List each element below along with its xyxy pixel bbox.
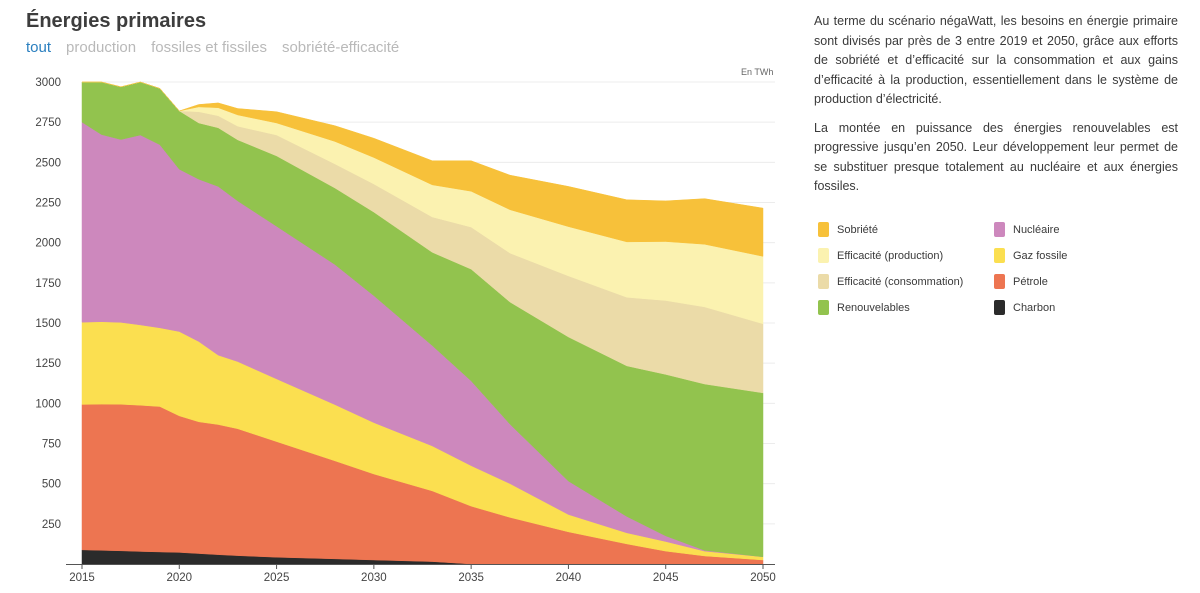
y-tick-label: 500	[42, 479, 61, 491]
x-tick-label: 2035	[458, 572, 484, 584]
tab-tout[interactable]: tout	[26, 39, 52, 56]
x-tick-label: 2050	[750, 572, 776, 584]
legend-swatch	[818, 300, 829, 315]
legend-item-gaz-fossile[interactable]: Gaz fossile	[994, 248, 1067, 263]
legend-label: Efficacité (consommation)	[837, 275, 964, 288]
legend-item-efficacite-production[interactable]: Efficacité (production)	[818, 248, 943, 263]
legend-swatch	[994, 274, 1005, 289]
legend-item-petrole[interactable]: Pétrole	[994, 274, 1048, 289]
x-tick-label: 2045	[653, 572, 679, 584]
y-tick-label: 1250	[35, 358, 61, 370]
x-tick-label: 2015	[69, 572, 95, 584]
y-tick-label: 2500	[35, 157, 61, 169]
y-tick-label: 1500	[35, 318, 61, 330]
y-tick-label: 750	[42, 439, 61, 451]
y-tick-label: 1000	[35, 398, 61, 410]
tab-production[interactable]: production	[66, 39, 137, 56]
x-tick-label: 2020	[166, 572, 192, 584]
description: Au terme du scénario négaWatt, les besoi…	[814, 12, 1178, 206]
y-tick-label: 250	[42, 519, 61, 531]
legend-swatch	[818, 248, 829, 263]
filter-tabs: tout production fossiles et fissiles sob…	[26, 39, 399, 56]
y-tick-label: 2250	[35, 198, 61, 210]
legend-swatch	[994, 222, 1005, 237]
legend-item-renouvelables[interactable]: Renouvelables	[818, 300, 910, 315]
legend-label: Nucléaire	[1013, 223, 1060, 236]
legend-label: Charbon	[1013, 301, 1056, 314]
legend-label: Gaz fossile	[1013, 249, 1068, 262]
legend-label: Pétrole	[1013, 275, 1048, 288]
legend-label: Sobriété	[837, 223, 878, 236]
legend-swatch	[994, 248, 1005, 263]
legend-swatch	[994, 300, 1005, 315]
x-tick-label: 2040	[556, 572, 582, 584]
legend-swatch	[818, 274, 829, 289]
legend-swatch	[818, 222, 829, 237]
stacked-area-chart: 250 500 750 1000 1250 1500 1750 2000 2250 2500 275…	[35, 77, 776, 584]
y-tick-label: 3000	[35, 77, 61, 89]
unit-label: En TWh	[741, 67, 774, 77]
y-tick-label: 1750	[35, 278, 61, 290]
description-paragraph-1: Au terme du scénario négaWatt, les besoi…	[814, 14, 1178, 106]
legend-label: Renouvelables	[837, 301, 910, 314]
y-tick-label: 2750	[35, 117, 61, 129]
x-tick-label: 2030	[361, 572, 387, 584]
legend-label: Efficacité (production)	[837, 249, 944, 262]
legend-item-nucleaire[interactable]: Nucléaire	[994, 222, 1059, 237]
legend-item-charbon[interactable]: Charbon	[994, 300, 1055, 315]
area-sobri-t-[interactable]	[82, 81, 764, 257]
y-tick-label: 2000	[35, 238, 61, 250]
x-tick-label: 2025	[264, 572, 290, 584]
tab-fossiles-fissiles[interactable]: fossiles et fissiles	[151, 39, 267, 56]
chart-title: Énergies primaires	[26, 10, 207, 32]
tab-sobriete-efficacite[interactable]: sobriété-efficacité	[281, 39, 400, 56]
legend-item-sobriete[interactable]: Sobriété	[818, 222, 878, 237]
legend-item-efficacite-consommation[interactable]: Efficacité (consommation)	[818, 274, 963, 289]
description-paragraph-2: La montée en puissance des énergies reno…	[814, 120, 1178, 194]
